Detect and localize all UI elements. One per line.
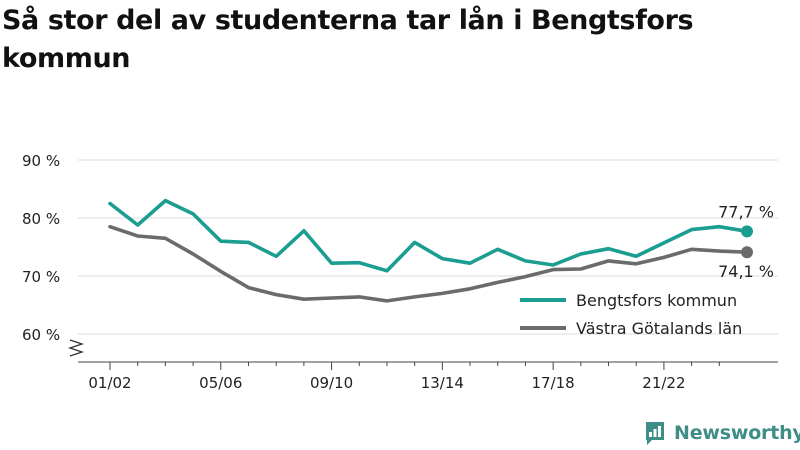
- x-tick-label: 13/14: [421, 374, 464, 392]
- end-point-bengtsfors: [741, 225, 753, 238]
- x-tick-label: 17/18: [532, 374, 575, 392]
- axes: 60 % 70 % 80 % 90 % 01/02 05/06 09/10 13/14 17/1…: [22, 152, 778, 392]
- end-point-vastra-gotaland: [741, 246, 753, 259]
- series-lines: [108, 198, 753, 303]
- newsworthy-logo-icon: [646, 422, 664, 445]
- chart-title: Så stor del av studenterna tar lån i Ben…: [2, 5, 694, 74]
- end-labels: 77,7 % 74,1 %: [718, 202, 774, 281]
- x-tick-label: 21/22: [642, 374, 685, 392]
- series-line-bengtsfors: [108, 198, 749, 273]
- y-tick-label: 80 %: [22, 210, 60, 228]
- legend-label: Västra Götalands län: [576, 319, 742, 338]
- y-tick-label: 90 %: [22, 152, 60, 170]
- end-label-bengtsfors: 77,7 %: [718, 202, 774, 221]
- y-tick-label: 60 %: [22, 326, 60, 344]
- legend-label: Bengtsfors kommun: [576, 291, 737, 310]
- x-tick-label: 09/10: [310, 374, 353, 392]
- x-tick-label: 01/02: [88, 374, 131, 392]
- line-chart: 60 % 70 % 80 % 90 % 01/02 05/06 09/10 13/14 17/1…: [22, 152, 778, 392]
- axis-break-icon: [67, 339, 85, 357]
- y-tick-label: 70 %: [22, 268, 60, 286]
- x-tick-label: 05/06: [199, 374, 242, 392]
- brand-name: Newsworthy: [674, 422, 800, 444]
- end-label-vastra-gotaland: 74,1 %: [718, 262, 774, 281]
- series-line-vastra-gotaland: [108, 224, 749, 303]
- grid-lines: [78, 159, 778, 335]
- brand-logo: Newsworthy: [644, 420, 800, 446]
- legend: Bengtsfors kommun Västra Götalands län: [520, 291, 742, 338]
